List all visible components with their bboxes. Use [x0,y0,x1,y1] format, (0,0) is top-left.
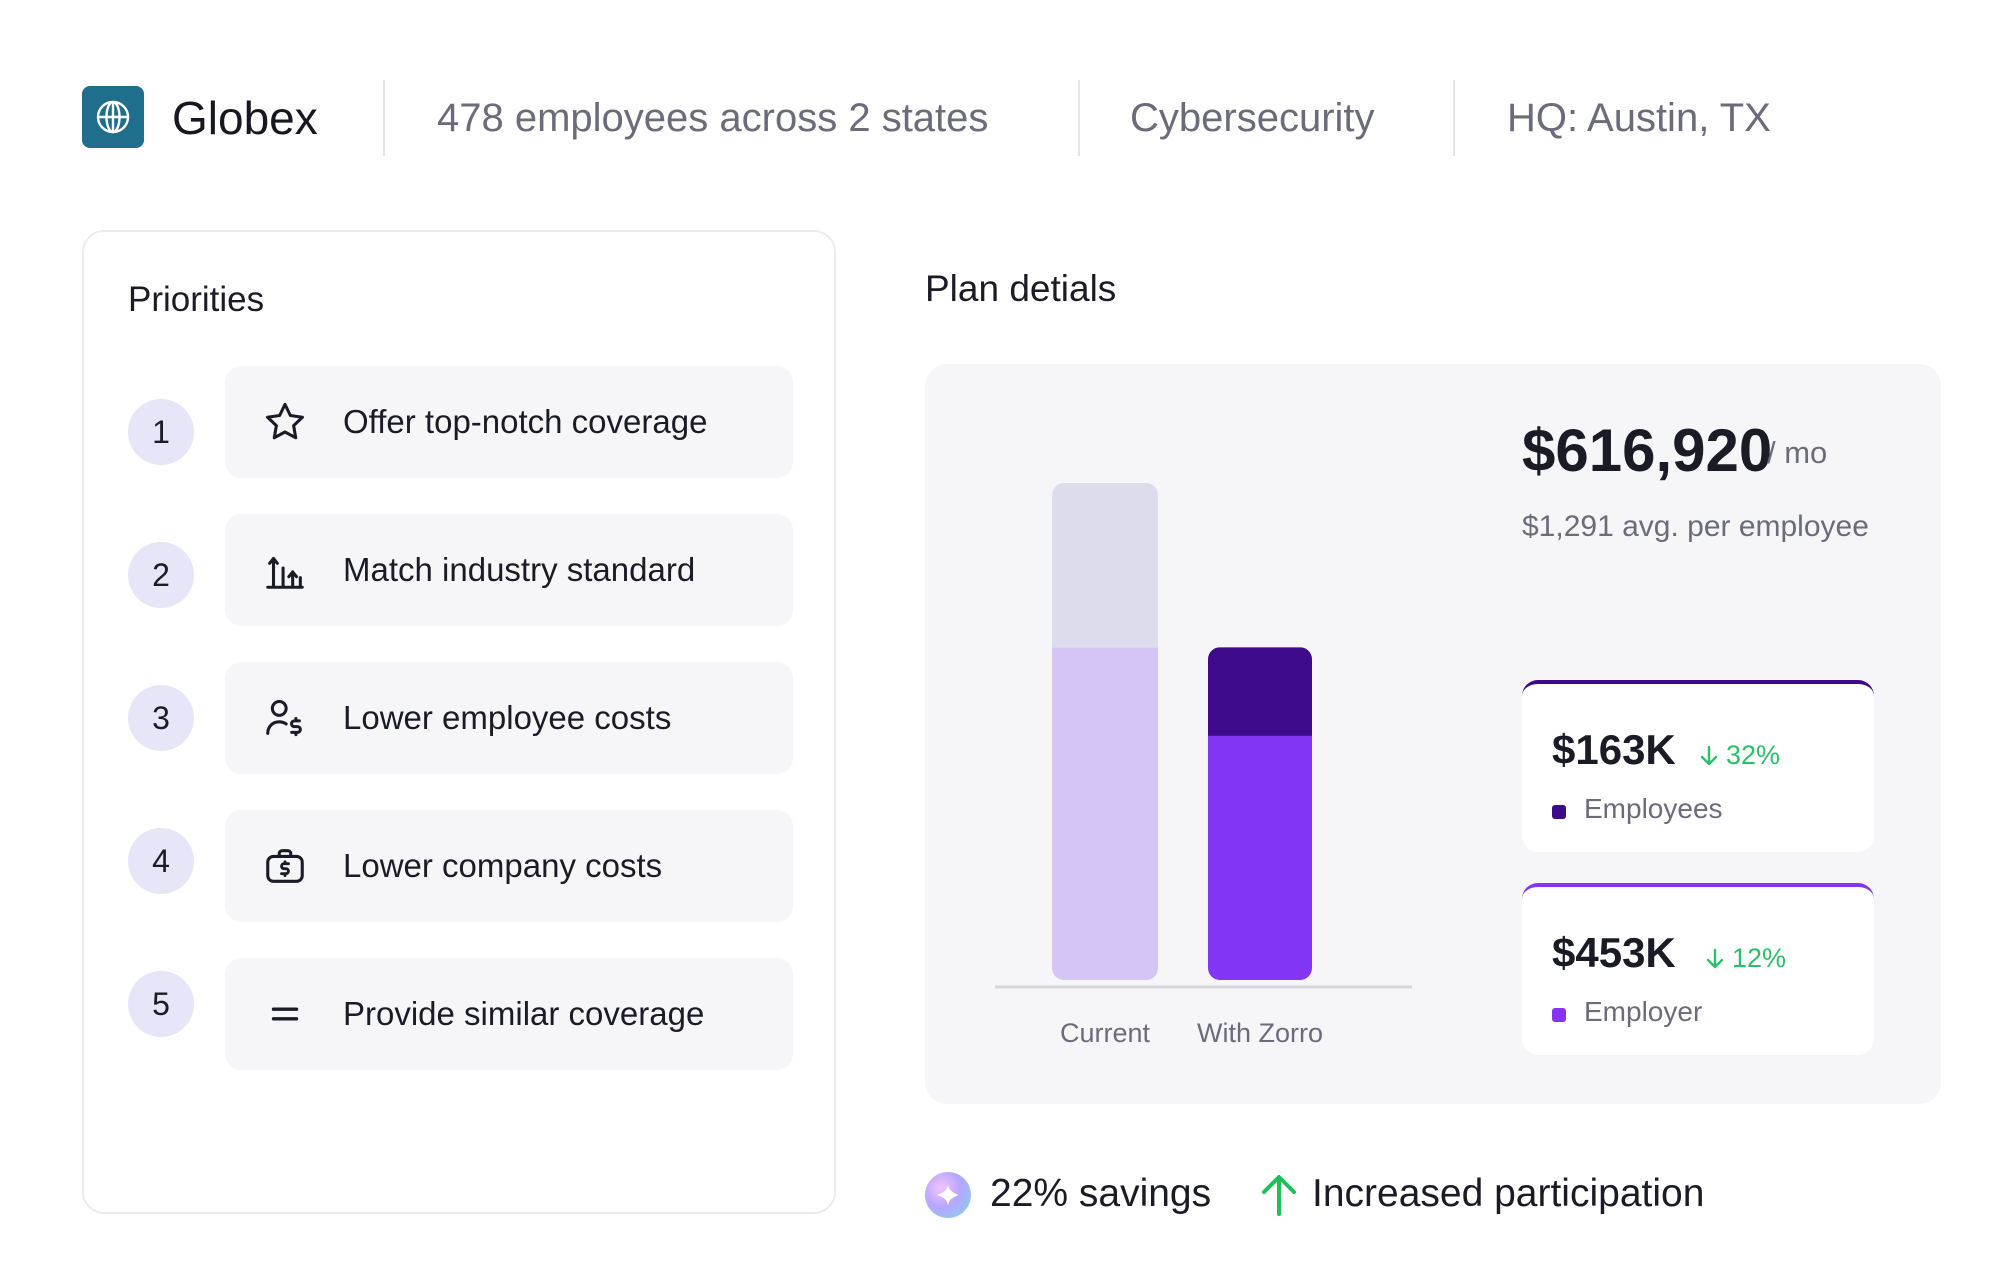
avg-per-employee: $1,291 avg. per employee [1522,510,1869,543]
employees-label: Employees [1584,793,1723,824]
arrow-down-icon [1706,948,1724,968]
priority-item[interactable]: Lower employee costs [225,662,793,774]
bar-with-zorro-employer [1208,735,1312,981]
header-divider [383,80,385,156]
chart-x-label: Current [1060,1018,1151,1048]
employees-cost-amount: $163K [1552,726,1676,773]
bar-with-zorro-employees [1208,647,1312,736]
headquarters: HQ: Austin, TX [1507,96,1771,140]
priority-label: Offer top-notch coverage [343,403,708,440]
chart-x-label: With Zorro [1197,1018,1323,1048]
employer-cost-delta: 12% [1704,943,1786,974]
globe-icon [96,100,130,134]
bar-chart-up-icon [266,556,304,589]
priority-label: Lower employee costs [343,699,672,736]
employees-delta-value: 32% [1726,740,1781,770]
priority-label: Match industry standard [343,551,696,588]
employees-cost-card: $163K 32% Employees [1522,680,1874,852]
industry: Cybersecurity [1130,96,1375,140]
briefcase-dollar-icon [266,849,304,883]
employer-legend-dot [1552,1008,1566,1022]
employee-count: 478 employees across 2 states [437,96,989,140]
arrow-up-icon [1262,1175,1296,1216]
plan-details-title: Plan detials [925,268,1117,309]
header-divider [1078,80,1080,156]
equals-icon [271,1007,299,1021]
priority-number: 4 [128,828,194,894]
priority-number: 5 [128,971,194,1037]
bar-current-employer [1052,647,1158,980]
cost-comparison-chart: Current With Zorro [995,483,1412,1048]
employees-legend-dot [1552,805,1566,819]
priorities-card [82,230,836,1214]
employer-delta-value: 12% [1732,943,1787,973]
priorities-title: Priorities [128,280,265,319]
sparkle-icon [925,1172,971,1218]
star-icon [266,402,304,440]
participation-text: Increased participation [1312,1172,1705,1215]
priority-item[interactable]: Offer top-notch coverage [225,366,793,478]
employer-cost-card: $453K 12% Employer [1522,883,1874,1055]
header-divider [1453,80,1455,156]
per-month-unit: / mo [1767,435,1828,470]
priority-item[interactable]: Provide similar coverage [225,958,793,1070]
savings-text: 22% savings [990,1172,1212,1215]
priority-label: Provide similar coverage [343,995,705,1032]
total-monthly-cost: $616,920 [1522,417,1773,484]
bar-current-employees [1052,483,1158,648]
company-name: Globex [172,92,318,144]
user-dollar-icon [266,699,302,737]
priority-item[interactable]: Match industry standard [225,514,793,626]
arrow-down-icon [1700,745,1718,765]
priority-item[interactable]: Lower company costs [225,810,793,922]
priority-number: 1 [128,399,194,465]
employees-cost-delta: 32% [1698,740,1780,771]
priority-number: 3 [128,685,194,751]
company-logo [82,86,144,148]
priority-number: 2 [128,542,194,608]
employer-cost-amount: $453K [1552,929,1676,976]
employer-label: Employer [1584,996,1703,1027]
priority-label: Lower company costs [343,847,663,884]
